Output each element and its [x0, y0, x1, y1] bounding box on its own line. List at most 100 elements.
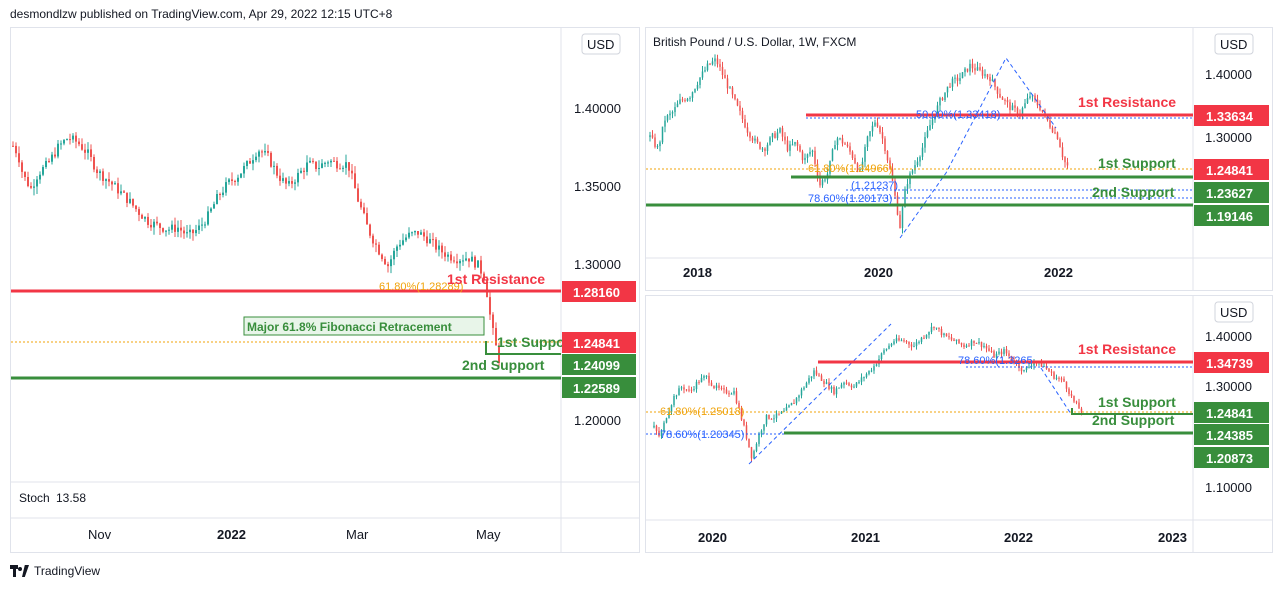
price-tag-support2 [1194, 424, 1269, 445]
candle-body [876, 122, 879, 127]
candle-body [969, 63, 971, 72]
candle-body [21, 162, 23, 172]
publisher-attribution: desmondlzw published on TradingView.com,… [10, 7, 393, 21]
candle-body [195, 230, 197, 234]
price-tag-resistance [1194, 105, 1269, 126]
candle-body [165, 230, 167, 232]
candle-body [786, 140, 789, 151]
candle-body [805, 382, 808, 388]
candle-body [99, 171, 101, 173]
xtick-label: 2022 [217, 527, 246, 542]
candle-body [108, 179, 110, 182]
candle-body [861, 161, 864, 170]
candle-body [159, 223, 161, 229]
candle-body [673, 395, 675, 406]
candle-body [39, 174, 41, 180]
candle-body [791, 144, 794, 146]
candle-body [447, 254, 449, 257]
candle-body [390, 259, 392, 267]
xtick-label: Mar [346, 527, 369, 542]
footer-brand[interactable]: TradingView [10, 564, 100, 578]
candle-body [144, 216, 146, 219]
candle-body [835, 388, 838, 395]
candle-body [132, 198, 134, 206]
candle-body [905, 341, 908, 343]
candle-body [51, 154, 53, 162]
currency-label[interactable]: USD [1220, 305, 1247, 320]
candle-body [963, 344, 965, 348]
candle-body [441, 245, 443, 253]
candle-body [868, 370, 870, 374]
daily-chart-svg[interactable]: 61.80%(1.28289) 1st Resistance Major 61.… [11, 28, 639, 552]
daily-chart-panel[interactable]: 61.80%(1.28289) 1st Resistance Major 61.… [10, 27, 640, 553]
candle-body [321, 163, 323, 168]
price-tag-support3 [562, 377, 636, 398]
candle-body [456, 261, 458, 264]
weekly-chart-svg[interactable]: British Pound / U.S. Dollar, 1W, FXCM 50… [646, 28, 1272, 290]
candle-body [948, 336, 950, 338]
price-tag-support3-text: 1.20873 [1206, 451, 1253, 466]
candle-body [495, 327, 497, 346]
candle-body [888, 345, 890, 349]
candle-body [869, 131, 871, 137]
candle-body [974, 68, 976, 71]
candle-body [90, 149, 92, 157]
candle-body [985, 345, 988, 349]
candle-body [675, 395, 678, 397]
candle-body [1073, 395, 1075, 402]
candle-body [980, 341, 983, 347]
fib-dashed-line [899, 57, 1057, 239]
candle-body [318, 167, 320, 169]
candle-body [1010, 355, 1013, 360]
daily-long-candles [653, 322, 1083, 463]
currency-box[interactable] [1214, 301, 1254, 323]
daily-long-chart-svg[interactable]: 78.60%(1.3265 61.80%(1.25018) 78.60%(1.2… [646, 296, 1272, 552]
candle-body [1004, 99, 1006, 101]
candle-body [733, 391, 735, 394]
candle-body [486, 280, 488, 298]
candle-body [840, 384, 843, 388]
currency-box[interactable] [1214, 33, 1254, 55]
candle-body [718, 385, 720, 388]
candle-body [18, 153, 20, 163]
candle-body [769, 137, 771, 145]
candle-body [666, 115, 669, 121]
candle-body [944, 92, 946, 101]
currency-label[interactable]: USD [1220, 37, 1247, 52]
candle-body [45, 161, 47, 168]
candle-body [438, 245, 440, 250]
currency-label[interactable]: USD [587, 37, 614, 52]
candle-body [981, 69, 984, 76]
candle-body [778, 413, 780, 415]
candle-body [664, 120, 666, 127]
candle-body [781, 128, 784, 137]
candle-body [889, 160, 891, 169]
weekly-chart-panel[interactable]: British Pound / U.S. Dollar, 1W, FXCM 50… [645, 27, 1273, 291]
candle-body [973, 340, 975, 343]
candle-body [919, 156, 921, 162]
candle-body [69, 139, 71, 141]
candle-body [800, 389, 803, 396]
candle-body [986, 74, 989, 78]
daily-long-chart-panel[interactable]: 78.60%(1.3265 61.80%(1.25018) 78.60%(1.2… [645, 295, 1273, 553]
candle-body [1058, 377, 1060, 379]
candle-body [853, 386, 855, 388]
candle-body [651, 135, 654, 138]
fib-mid2-label: (1.21237) [851, 180, 898, 192]
candle-body [906, 184, 909, 189]
xtick-label: Nov [88, 527, 112, 542]
candle-body [820, 375, 823, 381]
candle-body [709, 63, 711, 65]
candle-body [738, 403, 740, 409]
candle-body [854, 157, 856, 164]
currency-box[interactable] [581, 33, 621, 55]
candle-body [189, 229, 191, 233]
candle-body [429, 239, 431, 244]
candle-body [873, 366, 875, 371]
xtick-label: 2020 [864, 265, 893, 280]
candle-body [656, 146, 659, 148]
candle-body [866, 136, 869, 147]
candle-body [750, 447, 753, 459]
candle-body [824, 179, 826, 181]
candle-body [901, 207, 904, 228]
